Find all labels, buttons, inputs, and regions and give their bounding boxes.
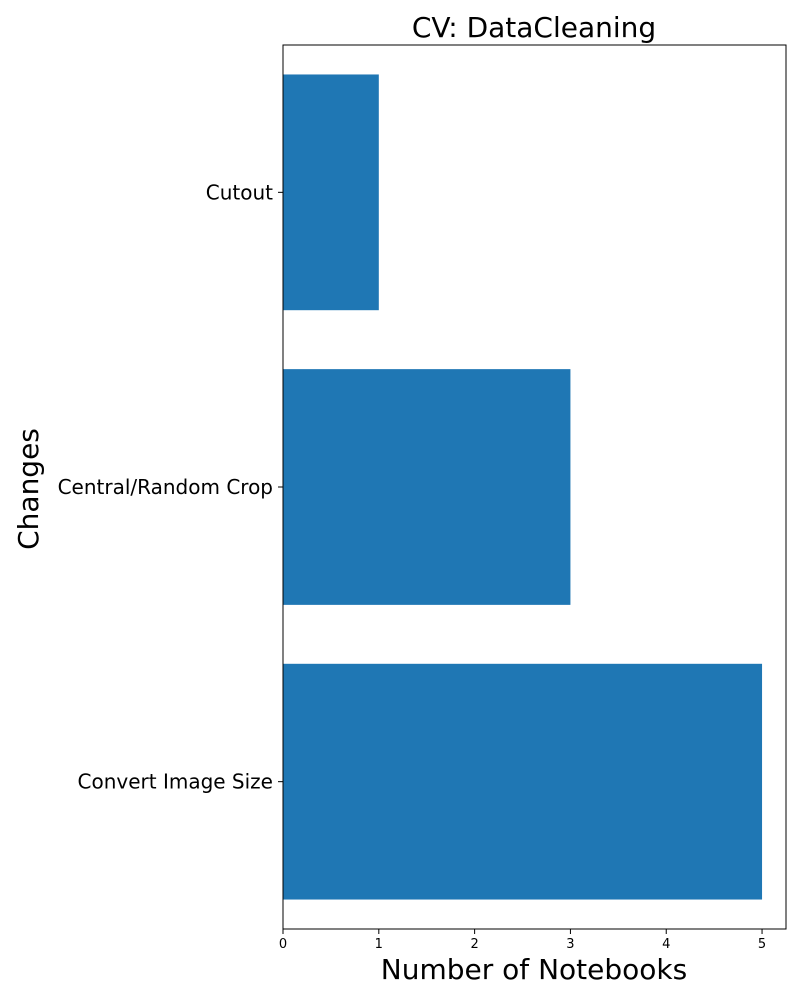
y-axis-label: Changes [12,428,45,550]
y-tick-label: Central/Random Crop [58,475,273,499]
x-axis-ticks: 0 1 2 3 4 5 [279,929,766,952]
bar-2 [283,74,379,311]
y-tick-label: Cutout [206,180,273,204]
chart-title: CV: DataCleaning [412,11,656,44]
x-tick-label: 2 [470,937,478,952]
bar-0 [283,663,763,900]
x-tick-label: 3 [566,937,574,952]
x-axis-label: Number of Notebooks [381,953,687,986]
bar-1 [283,369,571,605]
x-tick-label: 1 [375,937,383,952]
x-tick-label: 5 [758,937,766,952]
plot-frame [282,44,787,930]
x-tick-label: 4 [662,937,670,952]
y-tick-label: Convert Image Size [78,770,274,794]
y-axis-ticks: Convert Image Size Central/Random Crop Cut… [58,180,283,794]
bars-group [283,74,763,900]
x-tick-label: 0 [279,937,287,952]
